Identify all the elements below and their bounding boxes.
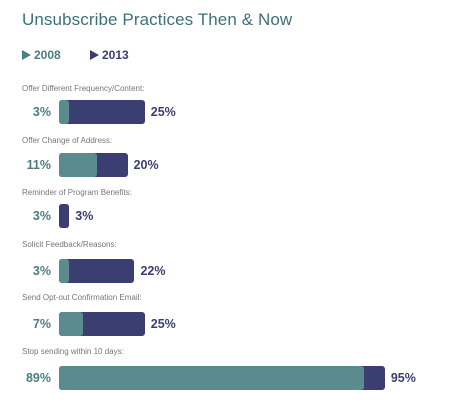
value-label-2013: 25% xyxy=(150,105,176,119)
bar-2008 xyxy=(59,366,365,390)
legend-marker-2008-icon xyxy=(22,50,31,60)
category-label: Send Opt-out Confirmation Email: xyxy=(22,293,142,302)
legend-item-2013: 2013 xyxy=(90,48,129,62)
legend-label-2013: 2013 xyxy=(102,48,129,62)
bar-2008 xyxy=(59,259,70,283)
value-label-2008: 11% xyxy=(26,158,51,172)
chart-title: Unsubscribe Practices Then & Now xyxy=(22,10,293,29)
value-label-2013: 95% xyxy=(390,371,416,385)
category-label: Reminder of Program Benefits: xyxy=(22,188,132,197)
legend-item-2008: 2008 xyxy=(22,48,61,62)
bar-2013 xyxy=(59,100,145,124)
category-label: Solicit Feedback/Reasons: xyxy=(22,240,117,249)
value-label-2013: 25% xyxy=(150,317,176,331)
bar-2008 xyxy=(59,100,70,124)
value-label-2008: 89% xyxy=(25,371,51,385)
category-label: Offer Change of Address: xyxy=(22,136,113,145)
bar-2013 xyxy=(59,259,135,283)
bar-2008 xyxy=(59,153,97,177)
category-label: Stop sending within 10 days: xyxy=(22,347,124,356)
value-label-2013: 20% xyxy=(133,158,159,172)
value-label-2013: 22% xyxy=(140,264,166,278)
value-label-2013: 3% xyxy=(75,209,94,223)
value-label-2008: 3% xyxy=(32,264,51,278)
category-label: Offer Different Frequency/Content: xyxy=(22,84,145,93)
value-label-2008: 7% xyxy=(32,317,51,331)
bar-2008 xyxy=(59,312,83,336)
legend-marker-2013-icon xyxy=(90,50,99,60)
bar-2013 xyxy=(59,204,70,228)
value-label-2008: 3% xyxy=(32,209,51,223)
legend-label-2008: 2008 xyxy=(34,48,61,62)
value-label-2008: 3% xyxy=(32,105,51,119)
